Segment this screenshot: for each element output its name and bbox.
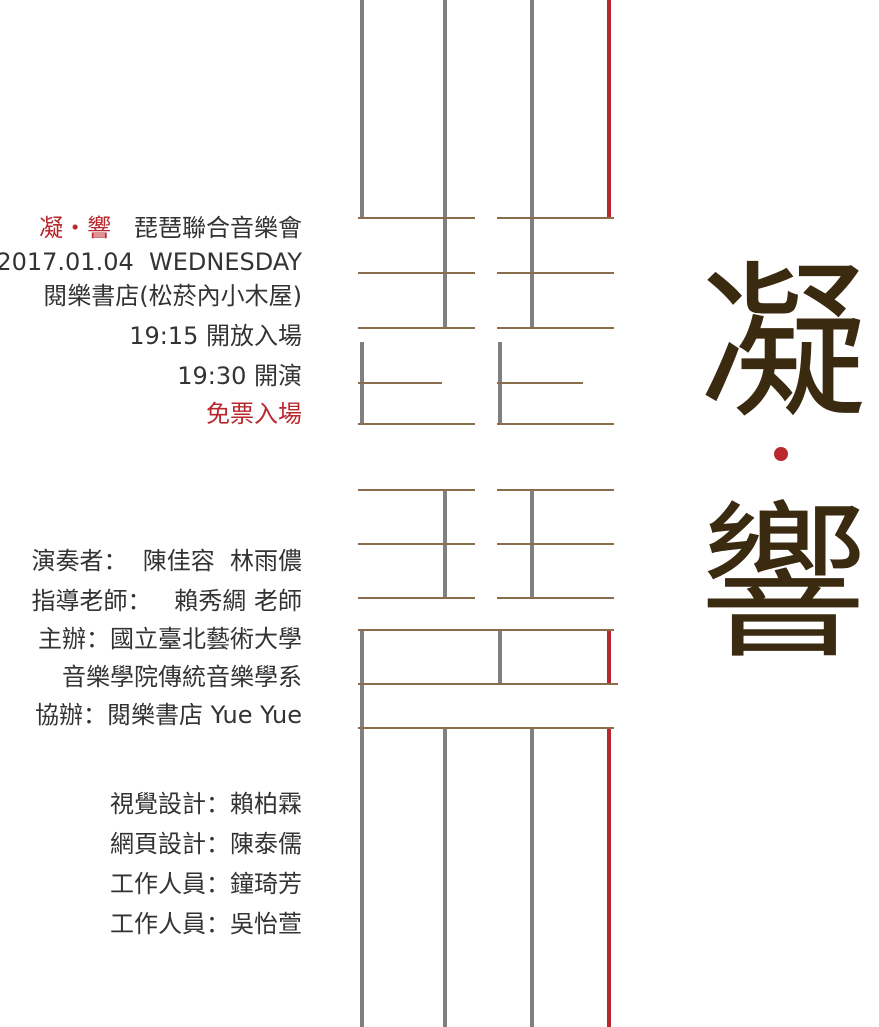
organizer-1: 主辦：國立臺北藝術大學 xyxy=(38,625,302,653)
staff-member-1: 工作人員：鐘琦芳 xyxy=(110,870,302,898)
admission-note: 免票入場 xyxy=(206,400,302,428)
pipa-frets xyxy=(358,217,618,729)
start-time: 19:30 開演 xyxy=(177,362,302,390)
staff-block: 視覺設計：賴柏霖 網頁設計：陳泰儒 工作人員：鐘琦芳 工作人員：吳怡萱 xyxy=(110,787,302,941)
organizer-2: 音樂學院傳統音樂學系 xyxy=(62,663,302,691)
doors-time: 19:15 開放入場 xyxy=(129,322,302,350)
credits-block: 演奏者： 陳佳容 林雨儂 指導老師： 賴秀綢 老師 主辦：國立臺北藝術大學 音樂… xyxy=(31,544,302,732)
logo-separator-dot xyxy=(774,447,788,461)
web-designer: 網頁設計：陳泰儒 xyxy=(110,830,302,858)
logo-char-xiang: 響 xyxy=(699,486,867,682)
logo-char-ning: 凝 xyxy=(699,246,867,442)
advisor: 指導老師： 賴秀綢 老師 xyxy=(31,587,302,615)
visual-designer: 視覺設計：賴柏霖 xyxy=(110,790,302,818)
concert-title: 琵琶聯合音樂會 xyxy=(134,214,302,242)
concert-info: 凝・響 琵琶聯合音樂會 2017.01.04 WEDNESDAY 閱樂書店(松菸… xyxy=(0,211,302,431)
staff-member-2: 工作人員：吳怡萱 xyxy=(110,910,302,938)
concert-title-line: 凝・響 琵琶聯合音樂會 xyxy=(0,211,302,245)
co-organizer: 協辦：閱樂書店 Yue Yue xyxy=(34,701,302,729)
pipa-strings xyxy=(360,0,534,1027)
concert-title-red: 凝・響 xyxy=(39,214,112,242)
pipa-strings-graphic xyxy=(358,0,618,1027)
concert-date: 2017.01.04 WEDNESDAY xyxy=(0,248,302,276)
concert-venue: 閱樂書店(松菸內小木屋) xyxy=(43,282,302,310)
performers: 演奏者： 陳佳容 林雨儂 xyxy=(31,547,302,575)
